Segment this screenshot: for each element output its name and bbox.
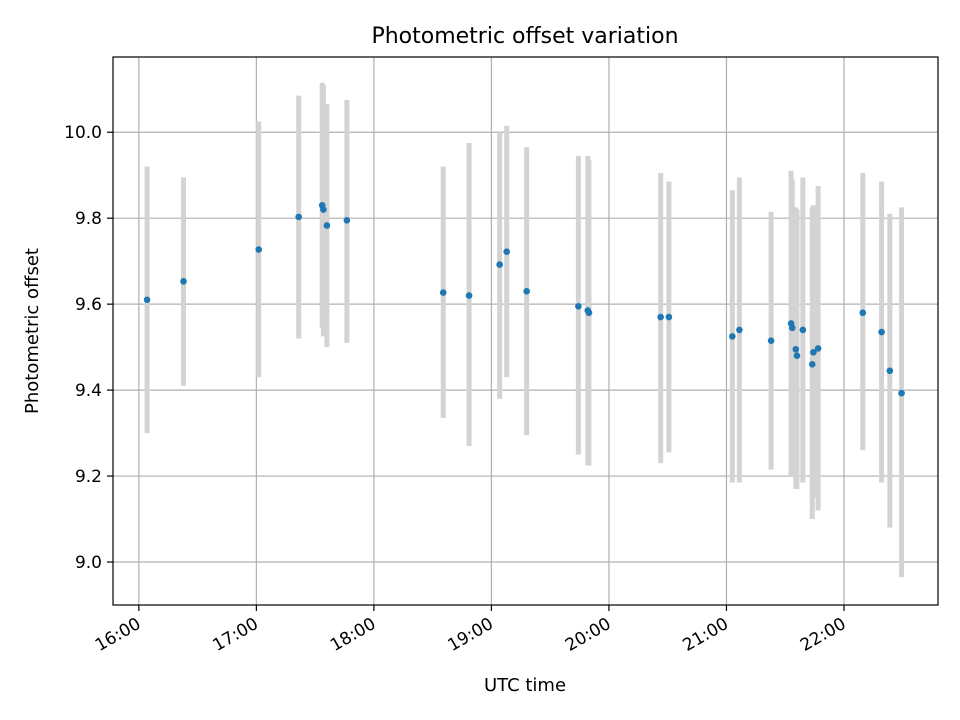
data-point xyxy=(814,345,822,352)
data-point xyxy=(898,389,905,397)
x-tick-label: 22:00 xyxy=(797,614,849,656)
data-point xyxy=(808,361,816,368)
data-point xyxy=(295,213,302,221)
data-point xyxy=(503,248,510,256)
data-point xyxy=(496,261,503,268)
data-point xyxy=(793,352,801,360)
y-tick-label: 9.2 xyxy=(75,467,102,487)
data-point xyxy=(665,313,673,321)
data-point xyxy=(320,206,327,213)
chart-title: Photometric offset variation xyxy=(371,24,678,49)
data-point xyxy=(767,337,775,344)
x-tick-label: 16:00 xyxy=(92,614,144,656)
data-point xyxy=(575,302,582,310)
data-point xyxy=(585,309,593,317)
data-point xyxy=(255,246,263,253)
data-point xyxy=(439,289,447,296)
x-tick-label: 20:00 xyxy=(562,614,614,656)
data-point xyxy=(878,328,885,336)
data-point xyxy=(143,296,151,304)
data-point xyxy=(343,217,351,224)
y-tick-label: 9.0 xyxy=(75,553,102,573)
plot-frame xyxy=(112,56,939,606)
data-point xyxy=(729,333,736,340)
x-tick-label: 18:00 xyxy=(327,614,379,656)
data-point xyxy=(792,345,800,353)
x-tick-label: 17:00 xyxy=(209,614,261,656)
x-tick-label: 21:00 xyxy=(680,614,732,656)
data-point xyxy=(859,309,867,317)
y-tick-label: 9.4 xyxy=(75,381,102,401)
data-point xyxy=(886,367,894,375)
data-point xyxy=(323,222,331,229)
data-point xyxy=(736,326,743,334)
y-tick-label: 9.8 xyxy=(75,209,102,229)
data-point xyxy=(523,287,530,295)
x-axis-label: UTC time xyxy=(484,675,566,696)
data-point xyxy=(810,348,817,356)
x-tick-label: 19:00 xyxy=(444,614,496,656)
data-point xyxy=(788,324,796,332)
data-point xyxy=(657,313,664,321)
data-point xyxy=(799,326,807,334)
error-bars xyxy=(144,82,905,578)
y-axis-label: Photometric offset xyxy=(22,248,43,414)
y-tick-label: 9.6 xyxy=(75,295,102,315)
data-points xyxy=(143,201,905,397)
y-tick-label: 10.0 xyxy=(64,123,102,143)
data-point xyxy=(180,278,187,285)
data-point xyxy=(465,292,473,299)
